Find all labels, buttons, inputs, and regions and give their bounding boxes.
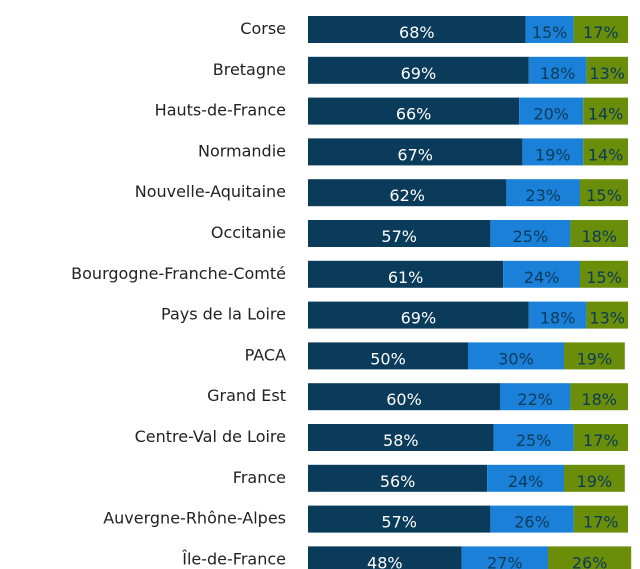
category-label: Hauts-de-France	[155, 101, 286, 120]
bar-segment	[580, 260, 628, 288]
category-label: Bretagne	[213, 60, 286, 79]
category-label: France	[233, 468, 286, 487]
value-label: 18%	[581, 227, 617, 246]
category-label: Île-de-France	[181, 549, 286, 568]
bar-segment	[564, 464, 625, 492]
value-label: 17%	[583, 23, 619, 42]
bar-segment	[308, 16, 526, 43]
value-label: 19%	[577, 472, 613, 491]
bar-segment	[308, 424, 494, 451]
value-label: 48%	[367, 553, 403, 569]
bar-segment	[308, 179, 507, 207]
value-label: 15%	[586, 268, 622, 287]
value-label: 25%	[516, 431, 552, 450]
value-label: 18%	[581, 390, 617, 409]
value-label: 69%	[401, 64, 437, 83]
bar-segment	[308, 220, 491, 247]
bar-segment	[308, 260, 504, 288]
category-label: Nouvelle-Aquitaine	[135, 182, 286, 201]
bar-segment	[490, 505, 574, 533]
bar-segment	[468, 342, 564, 370]
value-label: 27%	[487, 553, 523, 569]
value-label: 18%	[540, 309, 576, 328]
category-label: PACA	[245, 345, 286, 364]
bar-segment	[519, 97, 584, 125]
value-label: 24%	[524, 268, 560, 287]
value-label: 26%	[514, 513, 550, 532]
bar-segment	[490, 220, 571, 247]
bar-segment	[503, 260, 580, 288]
value-label: 56%	[380, 472, 416, 491]
bar-segment	[548, 546, 632, 569]
category-label: Corse	[240, 19, 286, 38]
bar-segment	[564, 342, 625, 370]
value-label: 20%	[533, 105, 569, 124]
bar-segment	[528, 56, 587, 84]
value-label: 58%	[383, 431, 419, 450]
bar-segment	[506, 179, 580, 207]
value-label: 25%	[513, 227, 549, 246]
bar-segment	[583, 97, 628, 125]
value-label: 26%	[572, 553, 608, 569]
bar-segment	[308, 56, 529, 84]
bar-segment	[308, 301, 529, 329]
bar-segment	[573, 424, 628, 451]
category-label: Occitanie	[211, 223, 286, 242]
category-label: Bourgogne-Franche-Comté	[71, 264, 286, 283]
value-label: 68%	[399, 23, 435, 42]
bar-segment	[308, 97, 520, 125]
bar-segment	[522, 138, 584, 166]
value-label: 23%	[525, 186, 561, 205]
category-label: Grand Est	[207, 386, 286, 405]
bar-segment	[308, 546, 462, 569]
category-label: Pays de la Loire	[161, 305, 286, 324]
bar-segment	[308, 464, 488, 492]
value-label: 62%	[389, 186, 425, 205]
value-label: 13%	[589, 64, 625, 83]
value-label: 13%	[589, 309, 625, 328]
bar-segment	[573, 505, 628, 533]
category-label: Normandie	[198, 141, 286, 160]
value-label: 66%	[396, 105, 432, 124]
bar-segment	[586, 56, 628, 84]
value-label: 60%	[386, 390, 422, 409]
bar-segment	[461, 546, 548, 569]
value-label: 15%	[586, 186, 622, 205]
value-label: 22%	[517, 390, 553, 409]
bar-segment	[570, 383, 628, 411]
category-label: Centre-Val de Loire	[135, 427, 286, 446]
bar-segment	[583, 138, 628, 166]
bar-segment	[573, 16, 628, 43]
bar-segment	[500, 383, 571, 411]
bar-segment	[308, 383, 500, 411]
bar-segment	[308, 138, 523, 166]
value-label: 24%	[508, 472, 544, 491]
value-label: 15%	[532, 23, 568, 42]
bar-segment	[308, 505, 491, 533]
value-label: 30%	[498, 349, 534, 368]
bar-segment	[493, 424, 574, 451]
bar-segment	[580, 179, 628, 207]
bar-segment	[570, 220, 628, 247]
value-label: 19%	[577, 349, 613, 368]
value-label: 14%	[588, 145, 624, 164]
category-label: Auvergne-Rhône-Alpes	[103, 509, 286, 528]
value-label: 17%	[583, 431, 619, 450]
value-label: 18%	[540, 64, 576, 83]
value-label: 14%	[588, 105, 624, 124]
value-label: 17%	[583, 513, 619, 532]
bar-segment	[308, 342, 468, 370]
bar-segment	[525, 16, 574, 43]
value-label: 57%	[381, 227, 417, 246]
value-label: 50%	[370, 349, 406, 368]
value-label: 61%	[388, 268, 424, 287]
bar-segment	[528, 301, 587, 329]
bar-segment	[586, 301, 628, 329]
value-label: 57%	[381, 513, 417, 532]
value-label: 19%	[535, 145, 571, 164]
bar-segment	[487, 464, 564, 492]
value-label: 67%	[397, 145, 433, 164]
value-label: 69%	[401, 309, 437, 328]
